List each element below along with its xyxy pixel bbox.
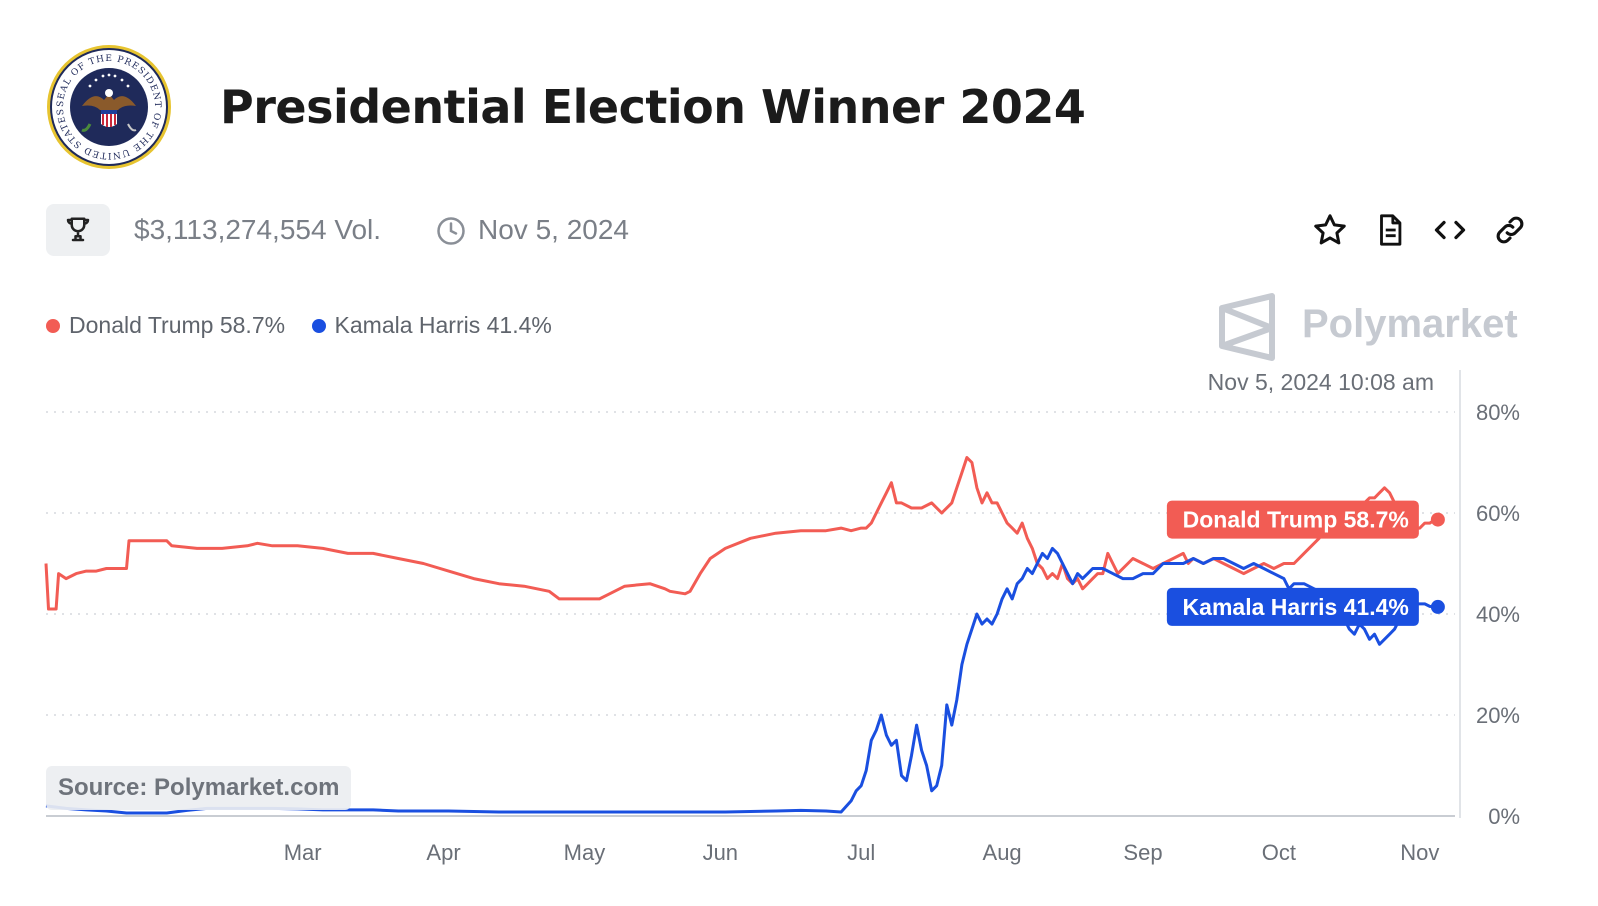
legend-label-harris: Kamala Harris 41.4% [334, 312, 552, 338]
y-tick-label-60: 60% [1476, 501, 1520, 526]
x-tick-label-oct: Oct [1262, 840, 1296, 865]
series-value-tags: Donald Trump 58.7% Kamala Harris 41.4% [1166, 500, 1419, 626]
series-line-trump [44, 456, 1436, 611]
source-label: Source: Polymarket.com [46, 766, 352, 810]
hover-timestamp: Nov 5, 2024 10:08 am [1208, 369, 1434, 395]
x-tick-label-mar: Mar [284, 840, 322, 865]
x-tick-label-sep: Sep [1123, 840, 1162, 865]
document-icon [1380, 214, 1402, 246]
y-axis: 0% 20% 40% 60% 80% [1476, 400, 1520, 829]
x-tick-label-jul: Jul [847, 840, 875, 865]
x-tick-label-nov: Nov [1400, 840, 1439, 865]
series-tag-bg-trump [1166, 500, 1419, 539]
legend-item-harris[interactable]: Kamala Harris 41.4% [311, 312, 552, 339]
link-icon [1496, 216, 1524, 244]
x-tick-label-may: May [564, 840, 606, 865]
end-date-text: Nov 5, 2024 [478, 214, 629, 245]
trophy-badge[interactable] [46, 204, 110, 256]
x-tick-label-apr: Apr [426, 840, 460, 865]
star-icon [1314, 214, 1346, 245]
y-tick-label-40: 40% [1476, 602, 1520, 627]
presidential-seal-logo: SEAL OF THE PRESIDENT OF THE UNITED STAT… [47, 45, 171, 169]
polymarket-watermark: Polymarket [1216, 292, 1518, 362]
polymarket-wordmark: Polymarket [1302, 302, 1518, 346]
series-endpoint-harris [1430, 599, 1445, 614]
clock-icon [437, 217, 465, 245]
x-tick-label-aug: Aug [983, 840, 1022, 865]
y-tick-label-20: 20% [1476, 703, 1520, 728]
series-tag-label-harris: Kamala Harris 41.4% [1183, 594, 1409, 620]
bookmark-button[interactable] [1310, 210, 1350, 250]
volume-text: $3,113,274,554 Vol. [134, 214, 382, 245]
y-tick-label-80: 80% [1476, 400, 1520, 425]
series-tag-bg-harris [1166, 587, 1419, 626]
page-title: Presidential Election Winner 2024 [220, 80, 1086, 134]
legend-dot-harris [311, 318, 326, 333]
series-endpoint-trump [1430, 512, 1445, 527]
legend-dot-trump [46, 318, 60, 333]
x-axis: Mar Apr May Jun Jul Aug Sep Oct Nov [284, 840, 1440, 865]
market-meta-row: $3,113,274,554 Vol. Nov 5, 2024 [46, 204, 1556, 256]
legend-label-trump: Donald Trump 58.7% [69, 312, 286, 338]
code-icon [1434, 220, 1466, 240]
x-tick-label-jun: Jun [703, 840, 738, 865]
rules-button[interactable] [1370, 210, 1410, 250]
y-tick-label-0: 0% [1488, 804, 1520, 829]
trophy-icon [66, 217, 90, 242]
copy-link-button[interactable] [1490, 210, 1530, 250]
chart-gridlines [46, 411, 1455, 817]
embed-button[interactable] [1430, 210, 1470, 250]
chart-legend: Donald Trump 58.7% Kamala Harris 41.4% [46, 312, 574, 344]
series-tag-label-trump: Donald Trump 58.7% [1183, 507, 1409, 533]
polymarket-logo-icon [1219, 293, 1275, 361]
legend-item-trump[interactable]: Donald Trump 58.7% [46, 312, 285, 339]
